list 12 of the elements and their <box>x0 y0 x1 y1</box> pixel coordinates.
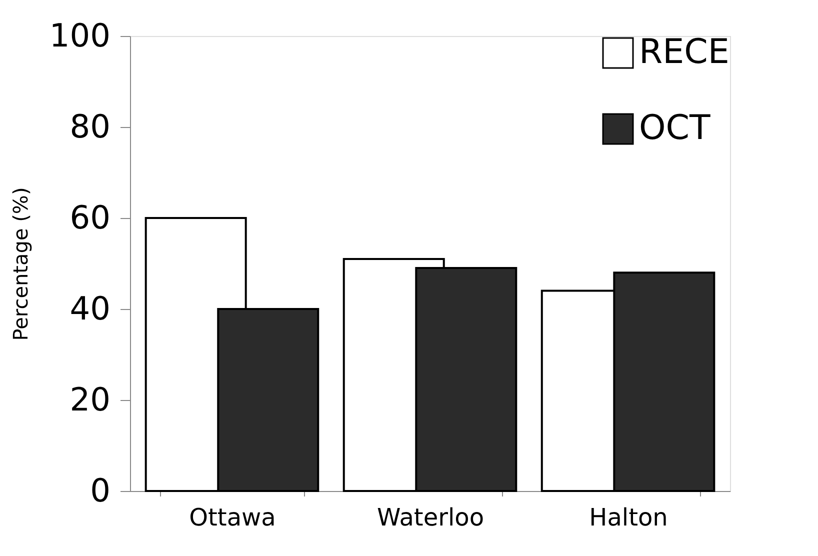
y-tick-label: 40 <box>70 290 110 328</box>
y-tick-label: 20 <box>70 380 110 418</box>
y-tick-label: 60 <box>70 198 110 236</box>
x-tick-label: Halton <box>589 504 668 532</box>
x-tick-label: Ottawa <box>189 504 276 532</box>
y-tick-label: 100 <box>49 16 110 54</box>
x-tick-label: Waterloo <box>377 504 484 532</box>
y-tick-label: 80 <box>70 108 110 146</box>
legend-label: RECE <box>639 32 730 72</box>
y-tick-label: 0 <box>90 472 110 510</box>
y-axis-title: Percentage (%) <box>8 187 32 341</box>
legend-label: OCT <box>639 108 710 148</box>
